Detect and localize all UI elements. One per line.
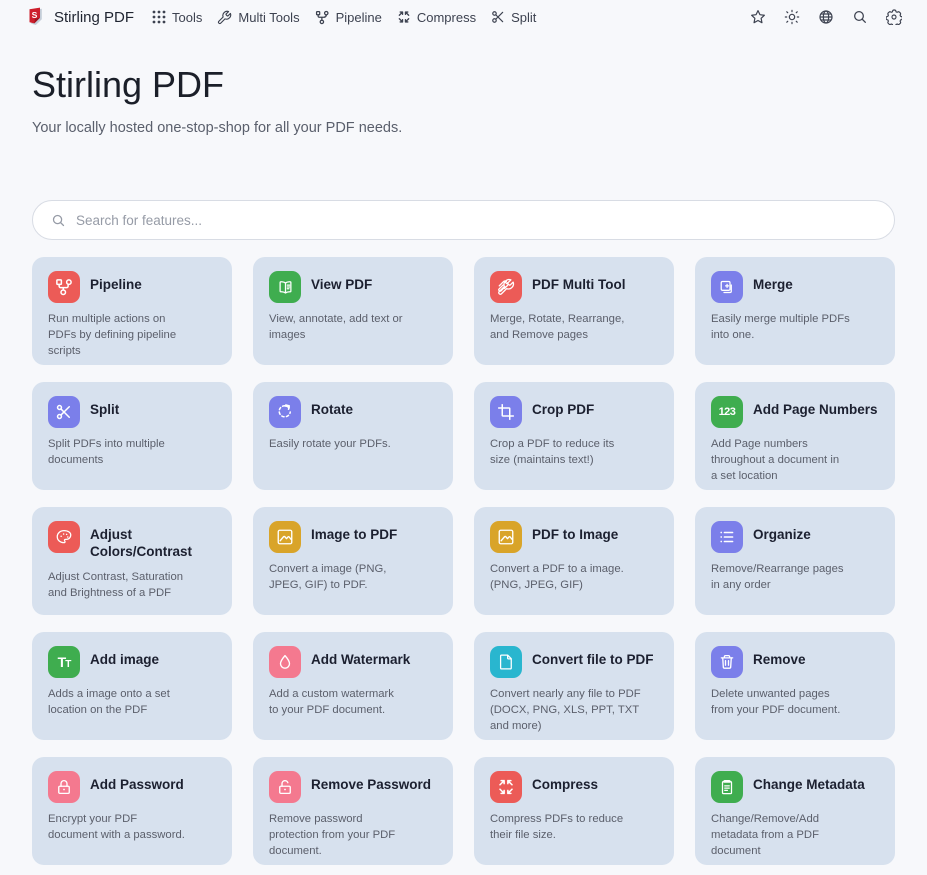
svg-text:S: S <box>32 10 38 20</box>
